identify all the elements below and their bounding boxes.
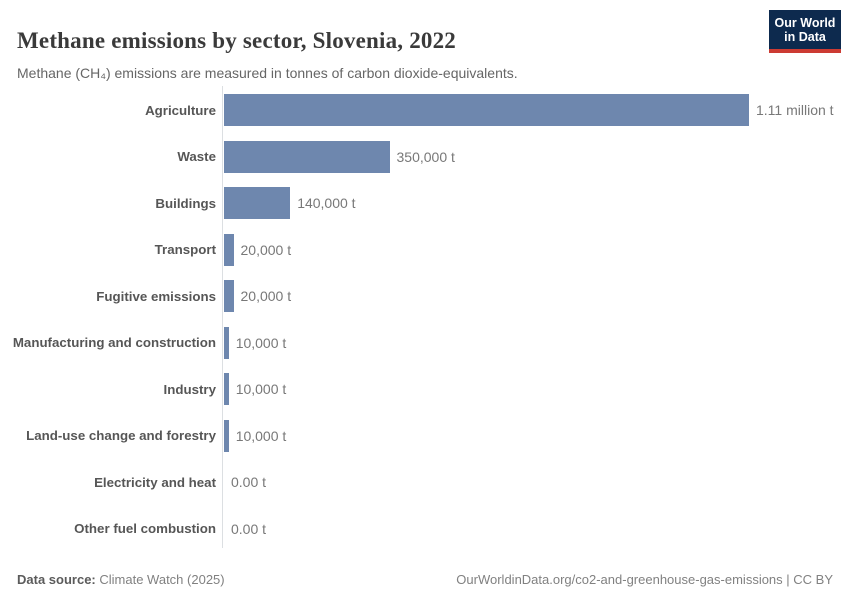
category-label: Manufacturing and construction [12, 335, 216, 351]
bar[interactable] [224, 233, 234, 266]
bar[interactable] [224, 187, 291, 220]
chart-row: Manufacturing and construction 10,000 t [0, 320, 850, 367]
bar[interactable] [224, 373, 229, 406]
value-label: 10,000 t [235, 427, 287, 444]
chart-row: Other fuel combustion 0.00 t [0, 506, 850, 553]
bar-zone: 10,000 t [224, 326, 287, 359]
data-source-label: Data source: [17, 572, 96, 587]
chart-subtitle: Methane (CH₄) emissions are measured in … [17, 65, 518, 81]
bar[interactable] [224, 419, 229, 452]
value-label: 10,000 t [235, 381, 287, 398]
bar[interactable] [224, 280, 234, 313]
bar-zone: 350,000 t [224, 140, 455, 173]
value-label: 10,000 t [235, 334, 287, 351]
bar-zone: 1.11 million t [224, 94, 834, 127]
bar-zone: 10,000 t [224, 373, 287, 406]
chart-row: Transport 20,000 t [0, 227, 850, 274]
value-label: 20,000 t [240, 241, 292, 258]
data-source-value: Climate Watch (2025) [99, 572, 225, 587]
bar[interactable] [224, 326, 229, 359]
category-label: Land-use change and forestry [26, 428, 216, 444]
y-axis-line [222, 86, 223, 548]
bar[interactable] [224, 94, 749, 127]
category-label: Buildings [155, 195, 216, 211]
bar-zone: 0.00 t [224, 513, 266, 545]
category-label: Transport [154, 242, 216, 258]
value-label: 20,000 t [240, 288, 292, 305]
chart-row: Agriculture 1.11 million t [0, 87, 850, 134]
chart-row: Waste 350,000 t [0, 134, 850, 181]
owid-logo[interactable]: Our World in Data [769, 10, 841, 53]
chart-title: Methane emissions by sector, Slovenia, 2… [17, 28, 456, 54]
category-label: Waste [177, 149, 216, 165]
chart-row: Land-use change and forestry 10,000 t [0, 413, 850, 460]
data-source: Data source: Climate Watch (2025) [17, 572, 225, 587]
chart-row: Industry 10,000 t [0, 366, 850, 413]
value-label: 0.00 t [231, 520, 267, 537]
chart-row: Buildings 140,000 t [0, 180, 850, 227]
chart-row: Fugitive emissions 20,000 t [0, 273, 850, 320]
bar-zone: 10,000 t [224, 419, 287, 452]
bar[interactable] [224, 140, 390, 173]
value-label: 140,000 t [297, 195, 356, 212]
chart-row: Electricity and heat 0.00 t [0, 459, 850, 506]
bar-chart: Agriculture 1.11 million t Waste 350,000 t B… [0, 87, 850, 552]
bar-zone: 20,000 t [224, 233, 292, 266]
value-label: 1.11 million t [756, 102, 834, 119]
category-label: Industry [163, 381, 216, 397]
owid-logo-line2: in Data [784, 30, 826, 44]
category-label: Other fuel combustion [74, 521, 216, 537]
footer-link[interactable]: OurWorldinData.org/co2-and-greenhouse-ga… [456, 572, 833, 587]
category-label: Fugitive emissions [96, 288, 216, 304]
chart-rows: Agriculture 1.11 million t Waste 350,000 t B… [0, 87, 850, 552]
bar-zone: 20,000 t [224, 280, 292, 313]
value-label: 350,000 t [396, 148, 455, 165]
value-label: 0.00 t [231, 474, 267, 491]
footer: Data source: Climate Watch (2025) OurWor… [17, 572, 833, 587]
bar-zone: 140,000 t [224, 187, 356, 220]
category-label: Electricity and heat [94, 474, 216, 490]
owid-logo-line1: Our World [774, 16, 836, 30]
bar-zone: 0.00 t [224, 466, 266, 498]
category-label: Agriculture [145, 102, 216, 118]
